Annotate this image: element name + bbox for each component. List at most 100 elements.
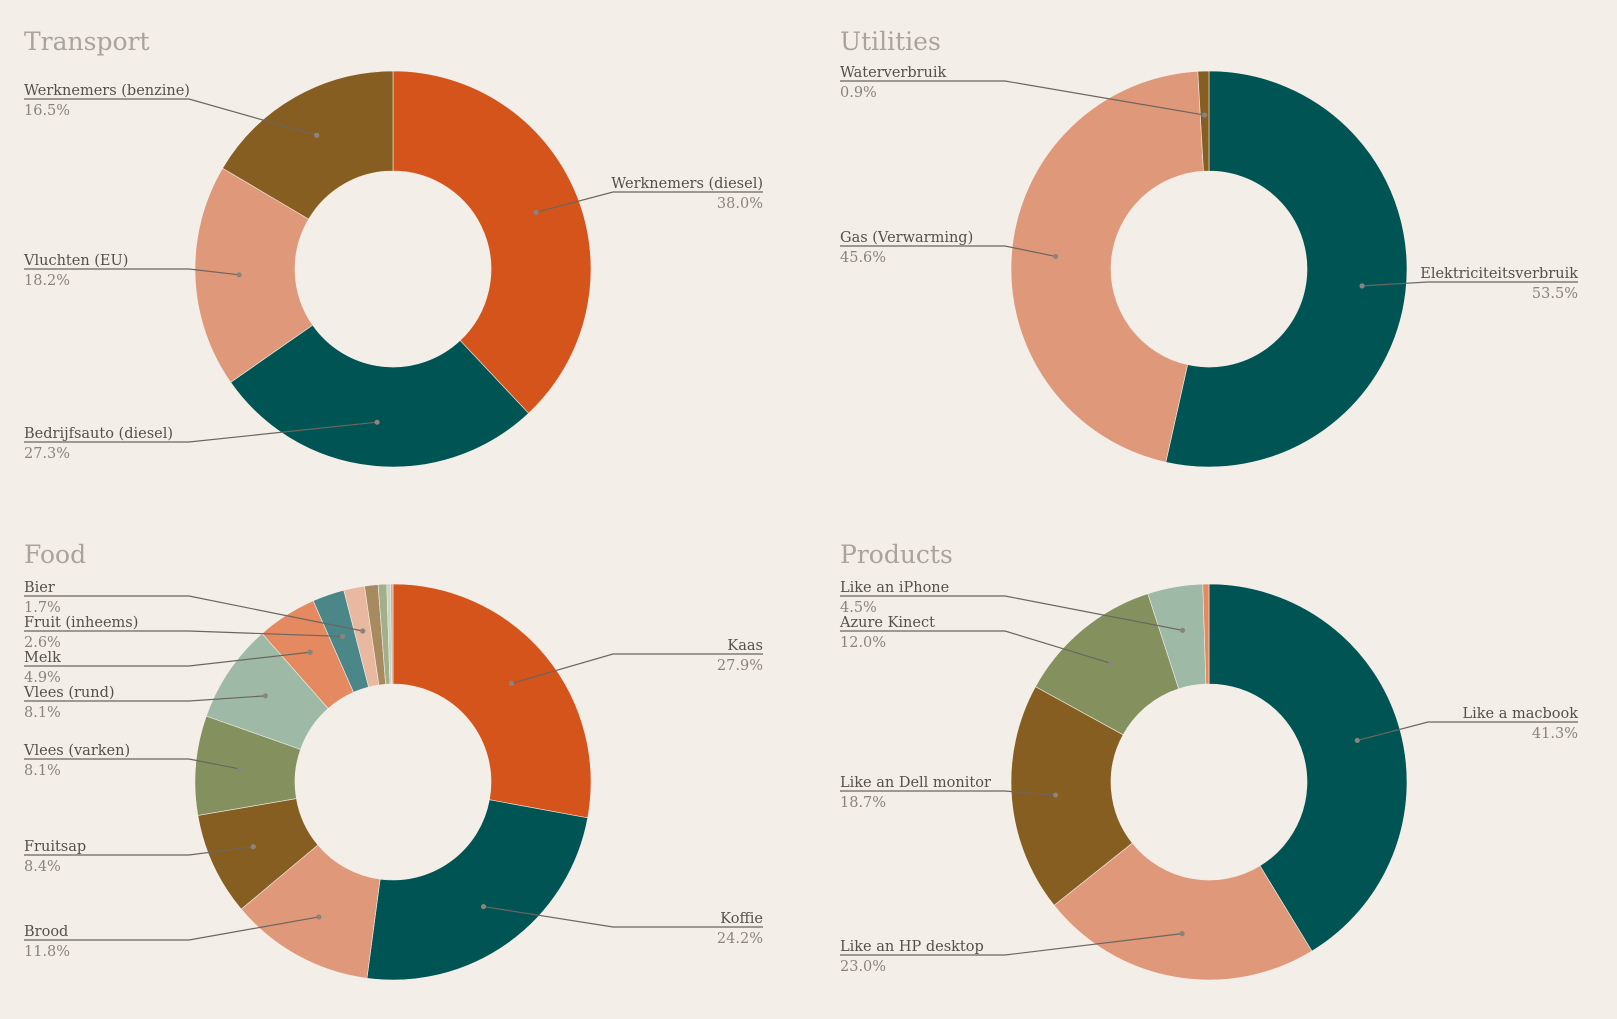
slice-like-an-dell-monitor: [1010, 686, 1133, 906]
leader-dot: [480, 903, 487, 910]
leader-line: [1357, 721, 1578, 742]
leader-dot: [533, 209, 539, 215]
slice-value-label: 12.0%: [840, 635, 886, 651]
slice-value-label: 27.9%: [717, 658, 763, 674]
slice-value-label: 0.9%: [840, 85, 877, 101]
slice-label: Werknemers (benzine): [24, 83, 190, 99]
slice-value-label: 24.2%: [717, 931, 763, 947]
slice-value-label: 38.0%: [717, 196, 763, 212]
slice-label: Vlees (varken): [23, 743, 130, 759]
leader-line: [483, 905, 763, 928]
slice-label: Elektriciteitsverbruik: [1420, 266, 1578, 282]
leader-dot: [508, 680, 514, 687]
leader-dot: [1052, 253, 1059, 260]
slice-minor-12: [390, 583, 394, 685]
slice-value-label: 27.3%: [24, 446, 70, 462]
slice-value-label: 11.8%: [24, 944, 70, 960]
slice-label: Gas (Verwarming): [840, 230, 973, 246]
slice-label: Waterverbruik: [840, 65, 947, 81]
slice-label: Melk: [24, 650, 61, 666]
slice-label: Vluchten (EU): [23, 253, 128, 269]
leader-line: [24, 651, 311, 667]
slice-value-label: 8.1%: [24, 705, 61, 721]
slice-label: Koffie: [720, 911, 763, 927]
leader-dot: [316, 914, 322, 920]
slice-gas-verwarming: [1010, 70, 1204, 463]
leader-dot: [360, 628, 366, 634]
slice-value-label: 23.0%: [840, 959, 886, 975]
slice-value-label: 2.6%: [24, 635, 61, 651]
leader-dot: [314, 132, 320, 138]
leader-dot: [1179, 627, 1186, 633]
slice-label: Fruit (inheems): [24, 615, 138, 631]
leader-dot: [236, 272, 242, 278]
leader-dot: [374, 419, 380, 425]
leader-line: [840, 933, 1183, 956]
leader-line: [24, 630, 343, 638]
chart-title: Utilities: [840, 27, 941, 56]
slice-value-label: 53.5%: [1532, 286, 1578, 302]
utilities-chart: Utilities Elektriciteitsverbruik 53.5% Gas …: [840, 27, 1578, 468]
slice-value-label: 18.2%: [24, 273, 70, 289]
slice-label: Like a macbook: [1462, 706, 1578, 722]
slice-koffie: [366, 799, 589, 981]
slice-label: Brood: [24, 924, 68, 940]
slice-werknemers-diesel: [392, 70, 592, 414]
slice-kaas: [392, 583, 592, 819]
slice-label: Azure Kinect: [839, 615, 935, 631]
transport-chart: Transport Werknemers (diesel) 38.0% Bedrijf…: [23, 27, 763, 468]
slice-label: Like an iPhone: [840, 580, 949, 596]
leader-line: [536, 191, 763, 213]
slice-minor-5: [1202, 583, 1210, 685]
slice-label: Like an HP desktop: [840, 939, 984, 955]
slice-value-label: 41.3%: [1532, 726, 1578, 742]
leader-line: [511, 653, 763, 685]
slice-elektriciteitsverbruik: [1165, 70, 1408, 468]
slice-value-label: 18.7%: [840, 795, 886, 811]
leader-line: [24, 695, 266, 702]
slice-label: Bier: [24, 580, 55, 596]
leader-line: [24, 268, 240, 276]
slice-label: Bedrijfsauto (diesel): [24, 426, 173, 442]
leader-dot: [1202, 112, 1208, 118]
slice-like-an-hp-desktop: [1053, 842, 1313, 981]
slice-label: Kaas: [727, 638, 763, 654]
food-chart: Food Kaas 27.9% Koffie 24.2% Brood 11.8% Fruits…: [23, 540, 763, 981]
leader-line: [840, 630, 1112, 664]
leader-dot: [1179, 931, 1185, 937]
leader-dot: [1359, 283, 1365, 289]
slice-label: Vlees (rund): [23, 685, 115, 701]
leader-line: [24, 98, 317, 136]
leader-dot: [262, 693, 268, 699]
chart-title: Food: [24, 540, 86, 569]
leader-line: [840, 80, 1205, 116]
leader-line: [840, 245, 1056, 258]
leader-dot: [1052, 792, 1059, 798]
slice-value-label: 8.1%: [24, 763, 61, 779]
leader-line: [24, 421, 378, 443]
leader-line: [840, 595, 1183, 631]
slice-value-label: 16.5%: [24, 103, 70, 119]
leader-line: [840, 790, 1056, 796]
chart-title: Products: [840, 540, 953, 569]
slice-value-label: 4.5%: [840, 600, 877, 616]
slice-label: Fruitsap: [24, 839, 86, 855]
leader-line: [24, 846, 254, 856]
leader-dot: [340, 633, 346, 640]
products-chart: Products Like a macbook 41.3% Like an HP de…: [839, 540, 1578, 981]
leader-line: [24, 916, 319, 941]
slice-value-label: 8.4%: [24, 859, 61, 875]
slice-vluchten-eu: [194, 167, 314, 383]
slice-value-label: 4.9%: [24, 670, 61, 686]
slice-like-a-macbook: [1208, 583, 1408, 952]
leader-dot: [250, 844, 256, 850]
leader-line: [24, 595, 363, 632]
slice-waterverbruik: [1197, 70, 1210, 172]
leader-line: [24, 758, 240, 770]
slice-label: Like an Dell monitor: [840, 775, 991, 791]
chart-title: Transport: [24, 27, 150, 56]
leader-dot: [236, 766, 243, 772]
leader-dot: [307, 649, 313, 655]
leader-dot: [1354, 737, 1360, 744]
slice-bedrijfsauto-diesel: [230, 324, 529, 468]
